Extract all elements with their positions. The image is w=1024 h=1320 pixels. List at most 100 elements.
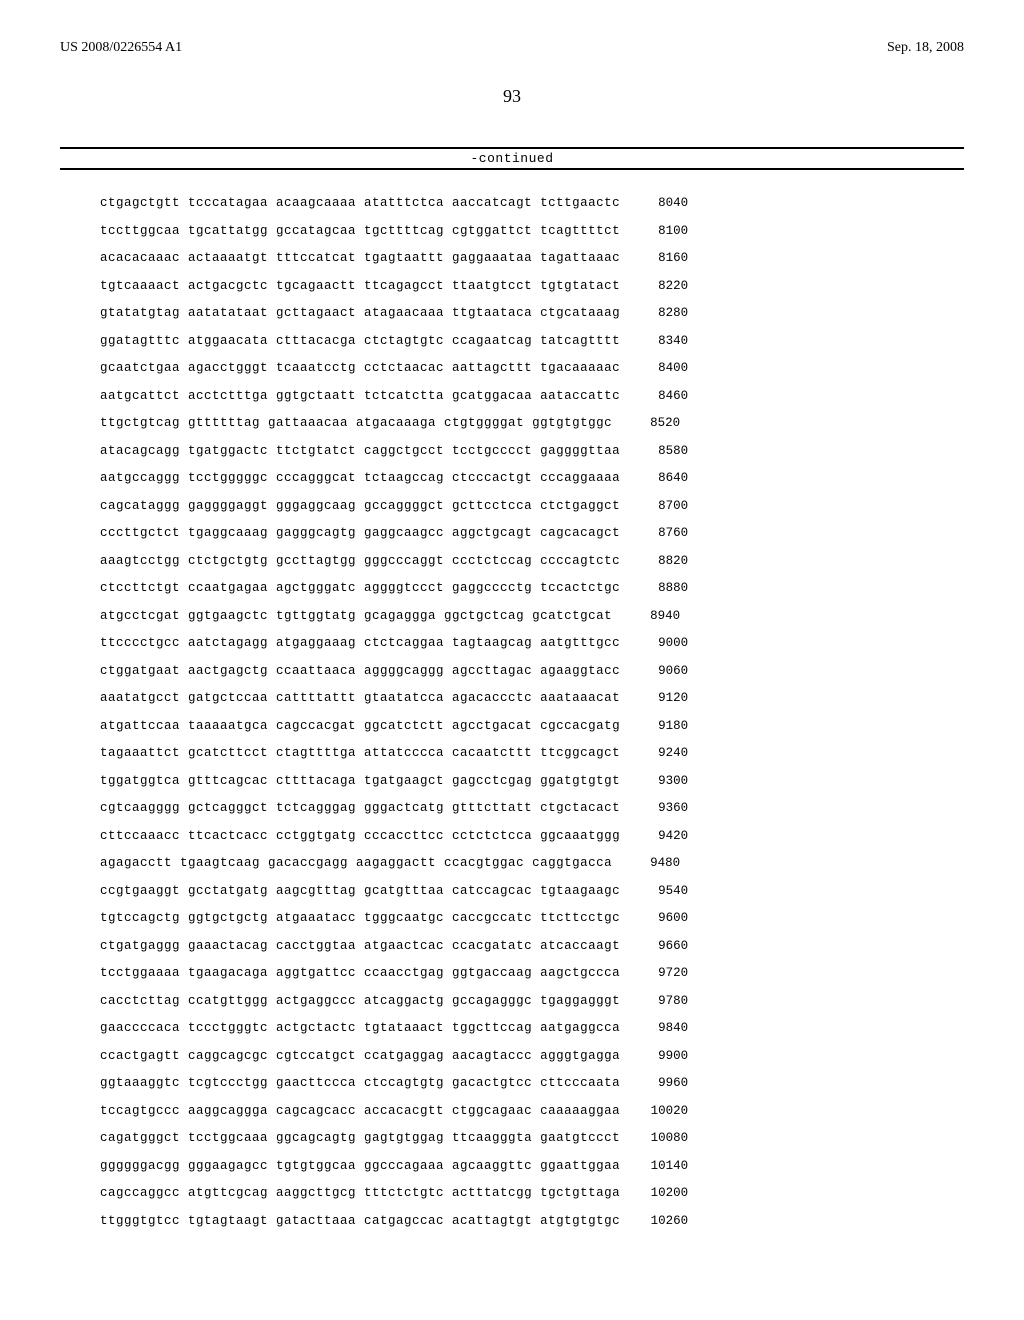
sequence-position: 8520 [630,410,680,438]
sequence-position: 10080 [638,1125,688,1153]
sequence-text: cagcataggg gaggggaggt gggaggcaag gccaggg… [100,493,620,521]
sequence-position: 8820 [638,548,688,576]
sequence-position: 9600 [638,905,688,933]
sequence-row: cagccaggcc atgttcgcag aaggcttgcg tttctct… [100,1180,964,1208]
sequence-text: atgcctcgat ggtgaagctc tgttggtatg gcagagg… [100,603,612,631]
sequence-row: aaagtcctgg ctctgctgtg gccttagtgg gggccca… [100,548,964,576]
sequence-text: cccttgctct tgaggcaaag gagggcagtg gaggcaa… [100,520,620,548]
sequence-text: ccgtgaaggt gcctatgatg aagcgtttag gcatgtt… [100,878,620,906]
sequence-text: ctgagctgtt tcccatagaa acaagcaaaa atatttc… [100,190,620,218]
sequence-text: agagacctt tgaagtcaag gacaccgagg aagaggac… [100,850,612,878]
sequence-text: tcctggaaaa tgaagacaga aggtgattcc ccaacct… [100,960,620,988]
sequence-row: atgattccaa taaaaatgca cagccacgat ggcatct… [100,713,964,741]
sequence-position: 9240 [638,740,688,768]
sequence-row: tgtcaaaact actgacgctc tgcagaactt ttcagag… [100,273,964,301]
sequence-row: aatgcattct acctctttga ggtgctaatt tctcatc… [100,383,964,411]
sequence-row: tcctggaaaa tgaagacaga aggtgattcc ccaacct… [100,960,964,988]
sequence-row: aatgccaggg tcctgggggc cccagggcat tctaagc… [100,465,964,493]
sequence-row: atgcctcgat ggtgaagctc tgttggtatg gcagagg… [100,603,964,631]
sequence-position: 10260 [638,1208,688,1236]
continued-label: -continued [60,151,964,166]
sequence-position: 9720 [638,960,688,988]
sequence-row: aaatatgcct gatgctccaa cattttattt gtaatat… [100,685,964,713]
sequence-position: 8160 [638,245,688,273]
sequence-row: ctgagctgtt tcccatagaa acaagcaaaa atatttc… [100,190,964,218]
sequence-position: 9900 [638,1043,688,1071]
publication-number: US 2008/0226554 A1 [60,40,182,56]
sequence-row: ggggggacgg gggaagagcc tgtgtggcaa ggcccag… [100,1153,964,1181]
sequence-row: tggatggtca gtttcagcac cttttacaga tgatgaa… [100,768,964,796]
sequence-text: gtatatgtag aatatataat gcttagaact atagaac… [100,300,620,328]
sequence-position: 9000 [638,630,688,658]
sequence-text: tccagtgccc aaggcaggga cagcagcacc accacac… [100,1098,620,1126]
sequence-position: 9480 [630,850,680,878]
sequence-row: ttgctgtcag gttttttag gattaaacaa atgacaaa… [100,410,964,438]
sequence-position: 8640 [638,465,688,493]
sequence-row: tgtccagctg ggtgctgctg atgaaatacc tgggcaa… [100,905,964,933]
sequence-text: gcaatctgaa agacctgggt tcaaatcctg cctctaa… [100,355,620,383]
sequence-text: acacacaaac actaaaatgt tttccatcat tgagtaa… [100,245,620,273]
sequence-row: ggtaaaggtc tcgtccctgg gaacttccca ctccagt… [100,1070,964,1098]
sequence-row: gaaccccaca tccctgggtc actgctactc tgtataa… [100,1015,964,1043]
sequence-position: 9120 [638,685,688,713]
sequence-position: 8580 [638,438,688,466]
sequence-text: atgattccaa taaaaatgca cagccacgat ggcatct… [100,713,620,741]
sequence-text: ggtaaaggtc tcgtccctgg gaacttccca ctccagt… [100,1070,620,1098]
sequence-text: tgtccagctg ggtgctgctg atgaaatacc tgggcaa… [100,905,620,933]
sequence-text: cacctcttag ccatgttggg actgaggccc atcagga… [100,988,620,1016]
continued-divider: -continued [60,147,964,170]
sequence-row: cccttgctct tgaggcaaag gagggcagtg gaggcaa… [100,520,964,548]
sequence-position: 8880 [638,575,688,603]
sequence-position: 8760 [638,520,688,548]
sequence-text: ttgggtgtcc tgtagtaagt gatacttaaa catgagc… [100,1208,620,1236]
sequence-text: cagccaggcc atgttcgcag aaggcttgcg tttctct… [100,1180,620,1208]
sequence-text: ttgctgtcag gttttttag gattaaacaa atgacaaa… [100,410,612,438]
sequence-position: 8220 [638,273,688,301]
sequence-row: ttcccctgcc aatctagagg atgaggaaag ctctcag… [100,630,964,658]
sequence-text: ctggatgaat aactgagctg ccaattaaca aggggca… [100,658,620,686]
sequence-text: atacagcagg tgatggactc ttctgtatct caggctg… [100,438,620,466]
sequence-position: 9540 [638,878,688,906]
sequence-text: ctccttctgt ccaatgagaa agctgggatc aggggtc… [100,575,620,603]
sequence-row: cgtcaagggg gctcagggct tctcagggag gggactc… [100,795,964,823]
sequence-text: tggatggtca gtttcagcac cttttacaga tgatgaa… [100,768,620,796]
publication-date: Sep. 18, 2008 [887,40,964,56]
sequence-text: aatgccaggg tcctgggggc cccagggcat tctaagc… [100,465,620,493]
sequence-position: 9420 [638,823,688,851]
sequence-row: gcaatctgaa agacctgggt tcaaatcctg cctctaa… [100,355,964,383]
sequence-row: ttgggtgtcc tgtagtaagt gatacttaaa catgagc… [100,1208,964,1236]
sequence-position: 8340 [638,328,688,356]
sequence-position: 8700 [638,493,688,521]
sequence-position: 8460 [638,383,688,411]
sequence-row: tccttggcaa tgcattatgg gccatagcaa tgctttt… [100,218,964,246]
sequence-row: agagacctt tgaagtcaag gacaccgagg aagaggac… [100,850,964,878]
sequence-listing: ctgagctgtt tcccatagaa acaagcaaaa atatttc… [100,190,964,1235]
sequence-position: 10020 [638,1098,688,1126]
sequence-position: 9840 [638,1015,688,1043]
sequence-position: 8940 [630,603,680,631]
sequence-text: gaaccccaca tccctgggtc actgctactc tgtataa… [100,1015,620,1043]
sequence-position: 9180 [638,713,688,741]
sequence-text: cttccaaacc ttcactcacc cctggtgatg cccacct… [100,823,620,851]
sequence-row: gtatatgtag aatatataat gcttagaact atagaac… [100,300,964,328]
sequence-text: tccttggcaa tgcattatgg gccatagcaa tgctttt… [100,218,620,246]
sequence-text: ggggggacgg gggaagagcc tgtgtggcaa ggcccag… [100,1153,620,1181]
sequence-position: 8040 [638,190,688,218]
sequence-text: aaagtcctgg ctctgctgtg gccttagtgg gggccca… [100,548,620,576]
sequence-text: ttcccctgcc aatctagagg atgaggaaag ctctcag… [100,630,620,658]
sequence-position: 9780 [638,988,688,1016]
sequence-row: ctgatgaggg gaaactacag cacctggtaa atgaact… [100,933,964,961]
sequence-row: ctggatgaat aactgagctg ccaattaaca aggggca… [100,658,964,686]
sequence-position: 9300 [638,768,688,796]
sequence-row: cacctcttag ccatgttggg actgaggccc atcagga… [100,988,964,1016]
sequence-text: ggatagtttc atggaacata ctttacacga ctctagt… [100,328,620,356]
sequence-text: ctgatgaggg gaaactacag cacctggtaa atgaact… [100,933,620,961]
sequence-position: 10200 [638,1180,688,1208]
sequence-text: aaatatgcct gatgctccaa cattttattt gtaatat… [100,685,620,713]
sequence-position: 8400 [638,355,688,383]
sequence-text: tgtcaaaact actgacgctc tgcagaactt ttcagag… [100,273,620,301]
sequence-row: acacacaaac actaaaatgt tttccatcat tgagtaa… [100,245,964,273]
sequence-text: tagaaattct gcatcttcct ctagttttga attatcc… [100,740,620,768]
sequence-row: tccagtgccc aaggcaggga cagcagcacc accacac… [100,1098,964,1126]
sequence-position: 9960 [638,1070,688,1098]
